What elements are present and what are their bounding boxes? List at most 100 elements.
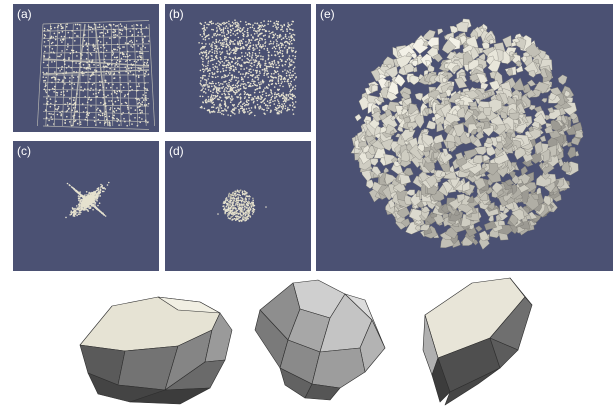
particle — [269, 32, 271, 35]
grain-facet — [452, 108, 459, 116]
particle — [74, 23, 77, 26]
particle — [278, 102, 280, 105]
particle — [232, 40, 234, 43]
particle — [230, 86, 233, 89]
particle — [267, 58, 269, 61]
particle — [200, 47, 203, 49]
particle — [216, 95, 218, 98]
particle — [120, 25, 123, 27]
particle — [69, 52, 72, 55]
particle — [217, 92, 219, 95]
particle — [280, 82, 283, 85]
particle — [87, 199, 90, 201]
polyhedral-grain-2 — [254, 279, 386, 401]
particle — [82, 45, 85, 48]
particle — [289, 93, 291, 95]
particle — [144, 82, 146, 84]
particle — [258, 39, 261, 41]
particle — [252, 82, 255, 84]
particle — [68, 58, 70, 60]
particle — [292, 70, 294, 72]
particle — [292, 33, 294, 36]
particle — [81, 203, 84, 205]
particle — [261, 79, 264, 82]
grain-facet — [383, 153, 400, 166]
particle — [235, 29, 237, 32]
particle — [79, 123, 82, 126]
particle — [235, 68, 237, 71]
particle — [215, 41, 218, 44]
particle — [217, 106, 219, 109]
particle — [240, 48, 242, 50]
particle — [53, 76, 55, 78]
particle — [82, 204, 85, 207]
particle — [285, 45, 287, 47]
particle — [230, 80, 232, 82]
particle — [268, 35, 270, 37]
particle — [117, 107, 119, 110]
particle — [219, 90, 221, 93]
particle — [283, 23, 285, 26]
grain-facet — [427, 64, 435, 72]
particle — [246, 201, 249, 204]
particle — [103, 61, 106, 63]
particle — [277, 44, 280, 47]
particle — [114, 65, 116, 67]
panel-b: (b) — [165, 4, 311, 132]
particle — [214, 47, 217, 50]
particle — [86, 48, 89, 51]
particle — [44, 83, 47, 85]
particle — [269, 40, 272, 43]
particle — [290, 23, 293, 26]
particle — [53, 32, 56, 35]
particle — [289, 41, 291, 43]
particle — [267, 65, 269, 68]
particle — [240, 105, 242, 107]
particle — [264, 60, 267, 62]
particle — [203, 24, 205, 27]
particle — [208, 72, 211, 75]
particle — [60, 93, 62, 96]
particle — [125, 68, 128, 70]
particle — [250, 204, 252, 206]
particle — [256, 55, 259, 57]
particle — [43, 80, 45, 82]
particle — [84, 194, 86, 196]
particle — [206, 67, 209, 69]
particle — [249, 26, 252, 29]
particle — [277, 77, 280, 79]
particle — [254, 22, 256, 25]
particle — [80, 207, 82, 209]
particle — [63, 58, 66, 60]
grain-facet — [536, 187, 542, 196]
particle — [218, 64, 221, 66]
particle — [74, 104, 77, 106]
particle — [218, 109, 220, 112]
particle — [217, 213, 219, 215]
particle — [75, 51, 78, 53]
particle — [227, 52, 229, 55]
particle — [89, 28, 91, 31]
particle — [85, 57, 88, 60]
particle — [225, 90, 228, 92]
particle — [125, 60, 127, 63]
particle — [224, 96, 227, 98]
particle — [91, 83, 94, 86]
particle — [222, 70, 225, 72]
particle — [252, 199, 254, 202]
particle — [53, 88, 56, 91]
particle — [221, 87, 223, 89]
particle — [205, 68, 207, 70]
particle — [54, 38, 57, 41]
particle — [275, 64, 277, 66]
particle — [68, 184, 71, 186]
particle — [108, 115, 111, 118]
particle — [279, 95, 281, 98]
particle — [291, 109, 294, 111]
particle — [238, 64, 241, 66]
particle — [251, 26, 254, 29]
particle — [224, 75, 227, 78]
particle — [216, 48, 219, 50]
particle — [270, 98, 272, 101]
particle — [220, 99, 223, 102]
